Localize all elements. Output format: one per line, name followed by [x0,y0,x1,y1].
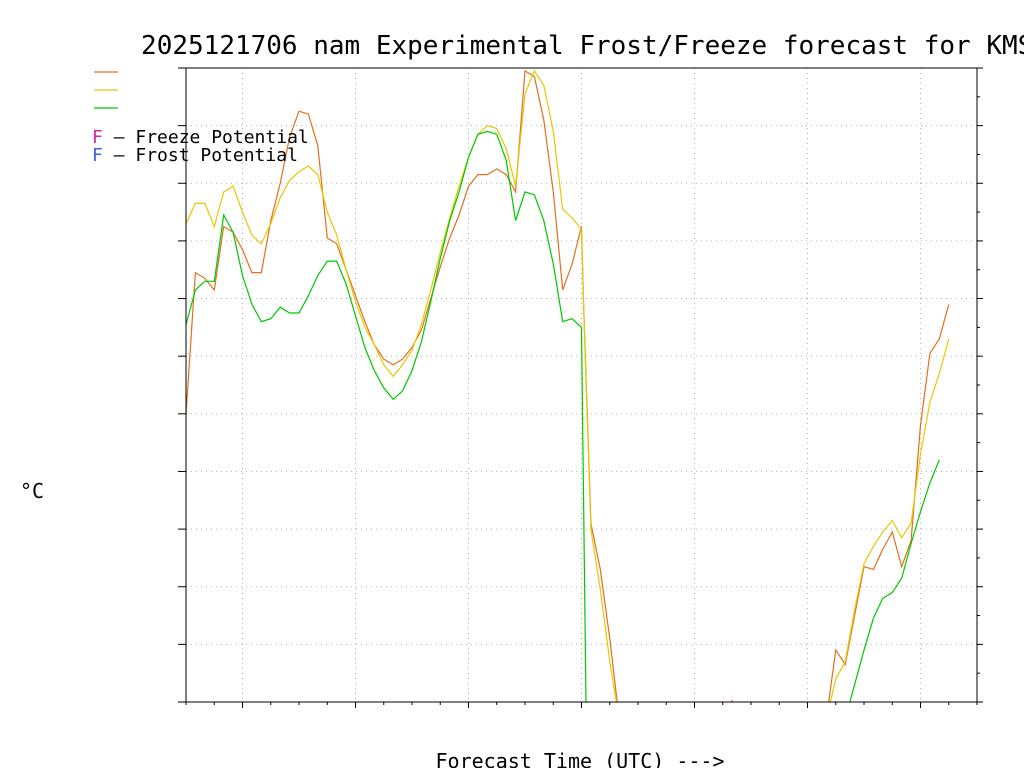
legend-marker-text: – Frost Potential [103,145,298,166]
legend-marker-text: – Freeze Potential [103,127,309,148]
series-skin-temp-line [186,69,950,702]
legend-marker-item: F – Freeze Potential [92,127,309,148]
legend-marker-symbol: F [92,145,103,166]
x-axis [185,702,978,708]
legend-marker-symbol: F [92,127,103,148]
y-axis-left [178,67,186,703]
series-group [186,69,950,702]
legend-marker-item: F – Frost Potential [92,145,298,166]
series-2-meter-temp-line [186,69,950,702]
grid [186,68,977,702]
y-axis-label: °C [20,479,44,503]
x-axis-label: Forecast Time (UTC) ---> [436,749,725,768]
chart-title: 2025121706 nam Experimental Frost/Freeze… [141,31,1024,61]
series-2-meter-dewp-line [186,130,940,702]
y-axis-right [977,67,983,703]
